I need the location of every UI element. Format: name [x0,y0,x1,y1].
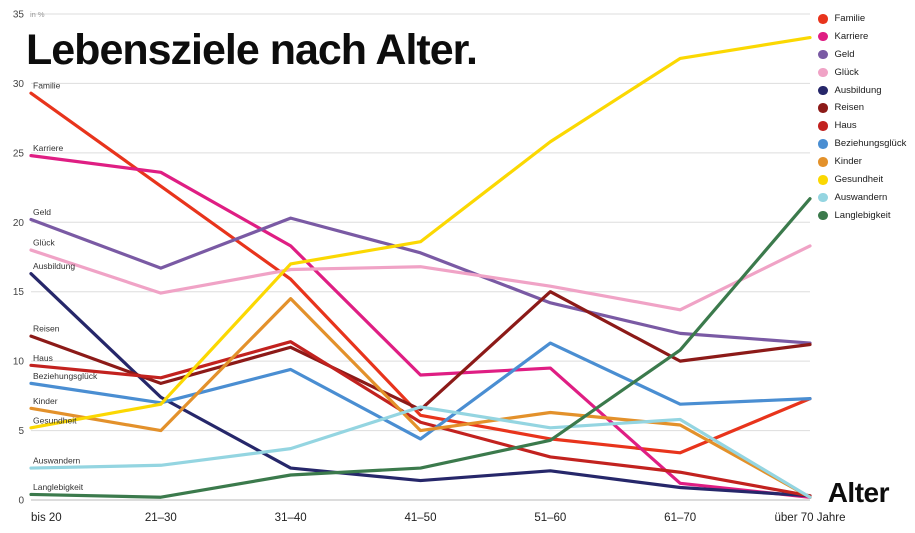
legend-label: Reisen [834,102,865,114]
legend-item-kinder: Kinder [818,157,906,167]
y-tick-label: 15 [13,287,25,298]
legend-item-reisen: Reisen [818,103,906,113]
y-tick-label: 0 [18,496,24,507]
series-line-langlebigkeit [29,197,812,499]
series-line-karriere [29,154,812,499]
x-tick-label: 41–50 [405,512,437,524]
x-tick-label: 31–40 [275,512,307,524]
legend-dot-auswandern [818,192,828,203]
legend-item-beziehungsgl-ck: Beziehungsglück [818,139,906,149]
legend-label: Glück [834,66,859,78]
legend-label: Auswandern [834,191,888,203]
series-line-auswandern [29,405,812,499]
x-tick-label: 51–60 [534,512,566,524]
series-start-label-ausbildung: Ausbildung [33,261,75,271]
series-start-label-kinder: Kinder [33,396,58,406]
series-line-beziehungsgl-ck [29,341,812,441]
series-start-label-familie: Familie [33,81,61,91]
series-line-haus [29,340,812,498]
legend-item-langlebigkeit: Langlebigkeit [818,211,906,221]
series-start-label-gl-ck: Glück [33,238,55,248]
legend-item-auswandern: Auswandern [818,193,906,203]
y-tick-label: 25 [13,148,25,159]
series-start-label-gesundheit: Gesundheit [33,415,77,425]
series-line-reisen [29,290,812,412]
series-start-label-reisen: Reisen [33,324,60,334]
legend-item-haus: Haus [818,121,906,131]
legend-dot-langlebigkeit [818,210,828,221]
legend-item-gesundheit: Gesundheit [818,175,906,185]
x-tick-label: 21–30 [145,512,177,524]
series-line-gl-ck [29,244,812,312]
legend-item-geld: Geld [818,50,906,60]
series-line-geld [29,216,812,345]
legend-dot-familie [818,14,828,24]
legend-label: Kinder [834,156,862,168]
legend-label: Geld [834,48,855,60]
legend-label: Haus [834,120,857,132]
x-tick-label: über 70 Jahre [775,512,846,524]
legend-item-ausbildung: Ausbildung [818,86,906,96]
legend-dot-gl-ck [818,67,828,78]
legend-dot-gesundheit [818,175,828,185]
legend-item-familie: Familie [818,14,906,24]
legend-dot-haus [818,121,828,131]
legend-dot-kinder [818,157,828,167]
legend-label: Gesundheit [834,174,884,186]
y-tick-label: 30 [13,79,25,90]
legend-item-karriere: Karriere [818,32,906,42]
legend-label: Karriere [834,30,869,42]
y-axis-unit-label: in % [30,10,45,19]
legend-label: Langlebigkeit [834,209,891,221]
series-line-ausbildung [29,272,812,498]
series-start-label-geld: Geld [33,207,51,217]
legend-label: Beziehungsglück [834,138,907,150]
legend-dot-geld [818,49,828,60]
series-line-familie [29,91,812,455]
y-tick-label: 5 [18,426,24,437]
series-line-gesundheit [29,36,812,430]
y-tick-label: 10 [13,357,25,368]
legend-dot-karriere [818,31,828,42]
y-tick-label: 35 [13,10,25,21]
series-line-kinder [29,297,812,499]
legend-dot-beziehungsgl-ck [818,139,828,149]
legend: Familie Karriere Geld Glück Ausbildung Reisen… [818,14,906,221]
series-start-label-beziehungsgl-ck: Beziehungsglück [33,371,98,381]
x-tick-label: 61–70 [664,512,696,524]
legend-dot-reisen [818,103,828,113]
chart-title: Lebensziele nach Alter. [26,26,478,74]
x-axis-title: Alter [827,477,890,508]
series-start-label-karriere: Karriere [33,143,64,153]
legend-dot-ausbildung [818,85,828,96]
series-start-label-langlebigkeit: Langlebigkeit [33,482,84,492]
legend-item-gl-ck: Glück [818,68,906,78]
series-start-label-auswandern: Auswandern [33,456,81,466]
series-start-label-haus: Haus [33,353,53,363]
x-tick-label: bis 20 [31,512,62,524]
y-tick-label: 20 [13,218,25,229]
legend-label: Ausbildung [834,84,882,96]
legend-label: Familie [834,13,866,24]
